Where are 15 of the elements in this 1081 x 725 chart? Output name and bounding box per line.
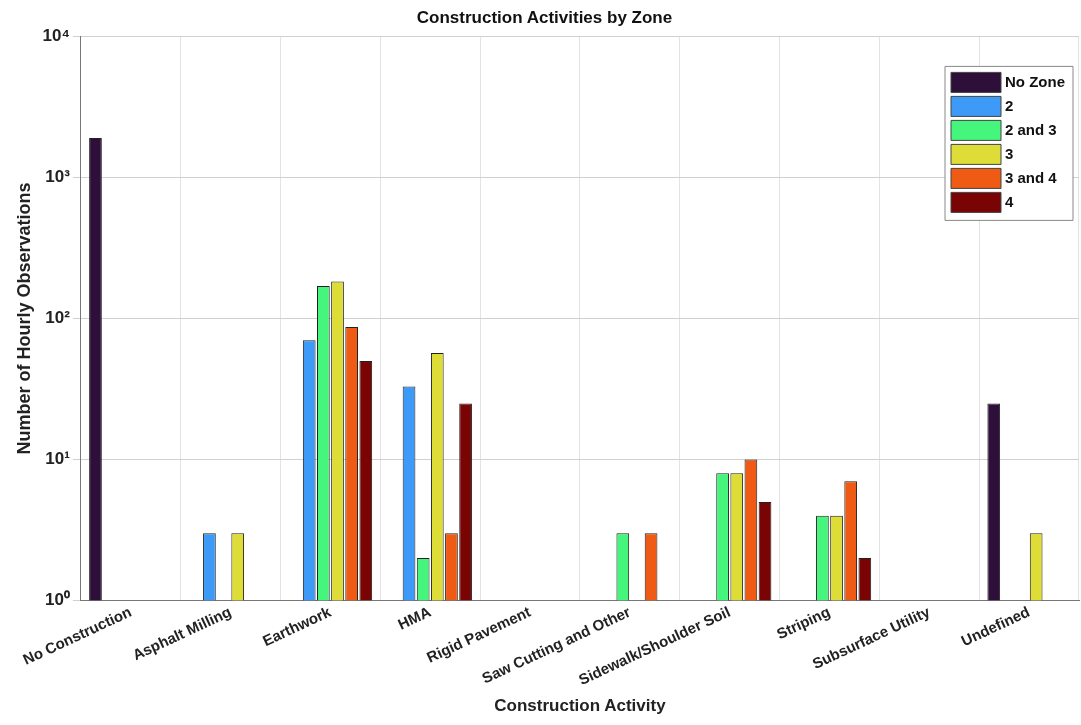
legend-label: 3 and 4 <box>1005 168 1058 186</box>
y-tick-label: 10² <box>45 308 71 328</box>
legend-label: 4 <box>1005 192 1015 210</box>
y-tick-label: 10³ <box>45 167 71 187</box>
legend-label: 2 and 3 <box>1005 120 1057 138</box>
chart-title: Construction Activities by Zone <box>416 7 673 27</box>
y-axis-title: Number of Hourly Observations <box>13 182 34 455</box>
x-axis-title: Construction Activity <box>494 696 667 716</box>
legend-label: 3 <box>1005 144 1014 162</box>
legend-label: 2 <box>1005 96 1014 114</box>
y-tick-label: 10⁰ <box>45 590 70 610</box>
y-tick-label: 10¹ <box>45 449 71 469</box>
x-tick-label: HMA <box>395 602 434 633</box>
legend-label: No Zone <box>1005 72 1066 90</box>
y-tick-label: 10⁴ <box>42 26 70 46</box>
